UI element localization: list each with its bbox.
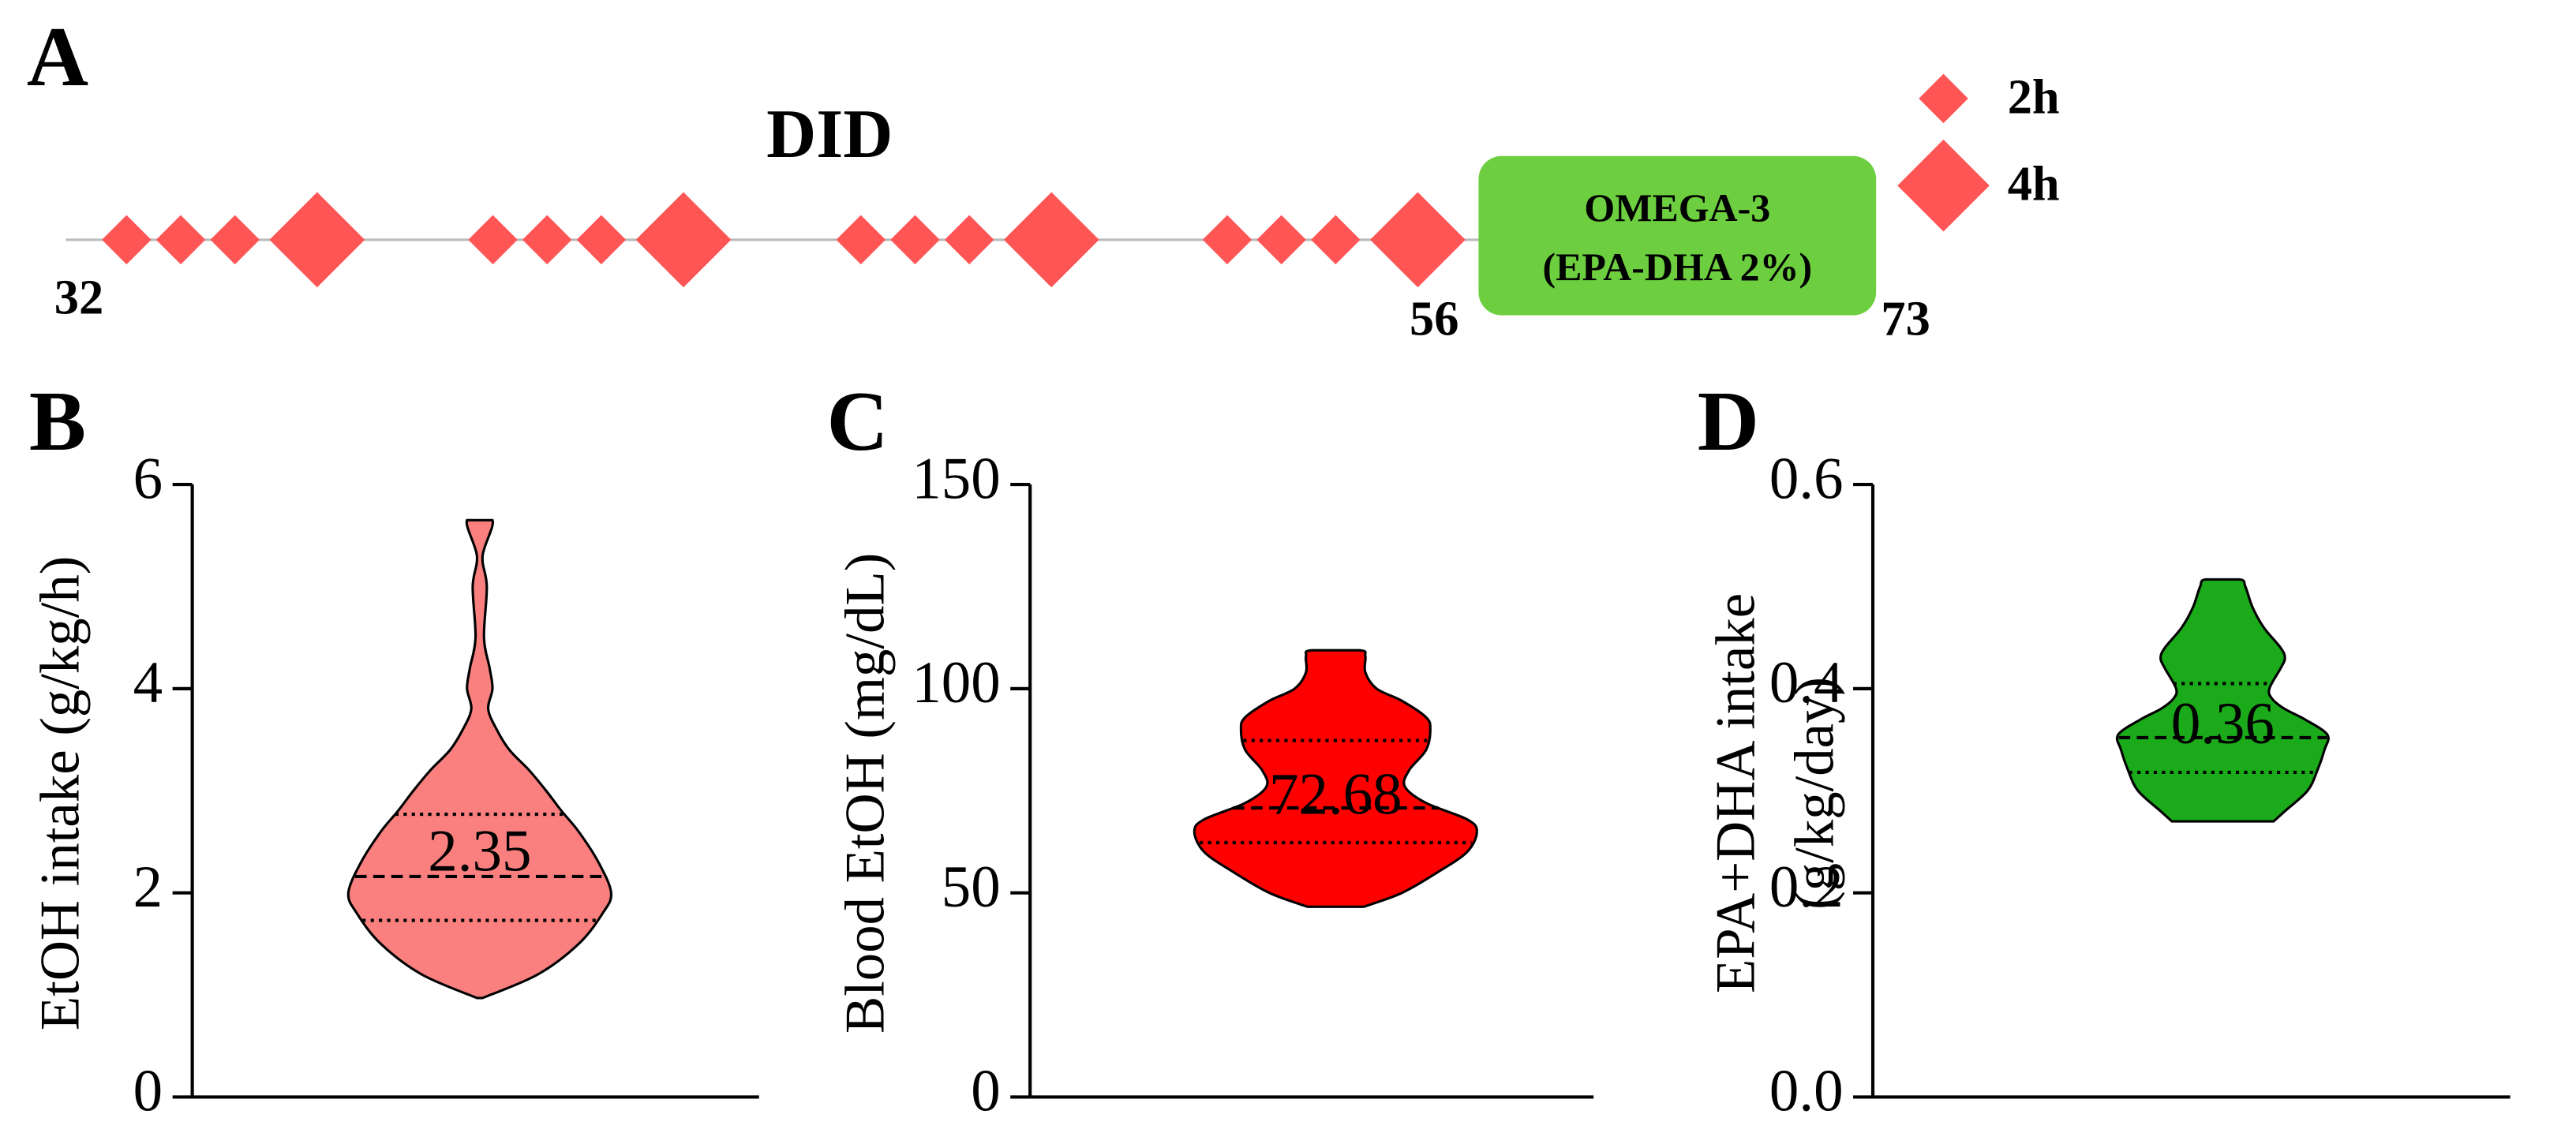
panel-label: C (827, 375, 889, 469)
timeline-diamond (836, 215, 886, 265)
timeline-diamond (1370, 192, 1466, 288)
y-tick-label: 0.2 (1769, 854, 1844, 920)
y-tick-label: 0.0 (1769, 1059, 1844, 1124)
y-tick-label: 100 (912, 650, 1000, 716)
mean-label: 2.35 (428, 819, 531, 884)
legend-diamond (1919, 73, 1968, 124)
legend-label: 4h (2008, 156, 2060, 211)
violin (346, 518, 613, 1000)
treatment-text: (EPA-DHA 2%) (1542, 245, 1812, 289)
legend-label: 2h (2008, 69, 2060, 124)
timeline-diamond (210, 215, 260, 265)
day-label: 73 (1881, 290, 1930, 346)
treatment-text: OMEGA-3 (1584, 185, 1770, 230)
timeline-diamond (1003, 192, 1099, 288)
y-tick-label: 2 (133, 854, 163, 920)
timeline-diamond (635, 192, 732, 288)
timeline-diamond (576, 215, 627, 265)
y-tick-label: 6 (133, 446, 163, 511)
y-axis-label: EPA+DHA intake (1705, 593, 1767, 993)
diamond-group (102, 192, 1466, 288)
y-tick-label: 50 (942, 854, 1001, 920)
violin (2115, 578, 2330, 823)
timeline-diamond (522, 215, 572, 265)
y-axis-label: (g/kg/day) (1784, 677, 1846, 910)
timeline-diamond (1202, 215, 1252, 265)
day-label: 32 (54, 269, 103, 324)
timeline-diamond (269, 192, 365, 288)
timeline-diamond (1256, 215, 1306, 265)
panel-label: D (1698, 375, 1759, 469)
y-tick-label: 4 (133, 650, 163, 716)
panel-label: A (27, 10, 88, 104)
treatment-box (1478, 155, 1877, 316)
mean-label: 72.68 (1269, 761, 1402, 827)
timeline-diamond (890, 215, 940, 265)
y-tick-label: 0 (971, 1059, 1000, 1124)
mean-label: 0.36 (2171, 691, 2275, 757)
timeline-title: DID (766, 95, 893, 172)
y-tick-label: 0.4 (1769, 650, 1844, 716)
y-axis-label: EtOH intake (g/kg/h) (30, 556, 92, 1030)
y-tick-label: 150 (912, 446, 1000, 511)
day-label: 56 (1410, 290, 1458, 346)
y-tick-label: 0.6 (1769, 446, 1844, 511)
timeline-diamond (1311, 215, 1361, 265)
y-tick-label: 0 (133, 1059, 163, 1124)
panel-label: B (29, 375, 86, 469)
y-axis-label: Blood EtOH (mg/dL) (835, 553, 897, 1034)
timeline-diamond (944, 215, 994, 265)
timeline-diamond (468, 215, 518, 265)
timeline-diamond (102, 215, 152, 265)
legend-diamond (1897, 139, 1990, 232)
timeline-diamond (155, 215, 206, 265)
